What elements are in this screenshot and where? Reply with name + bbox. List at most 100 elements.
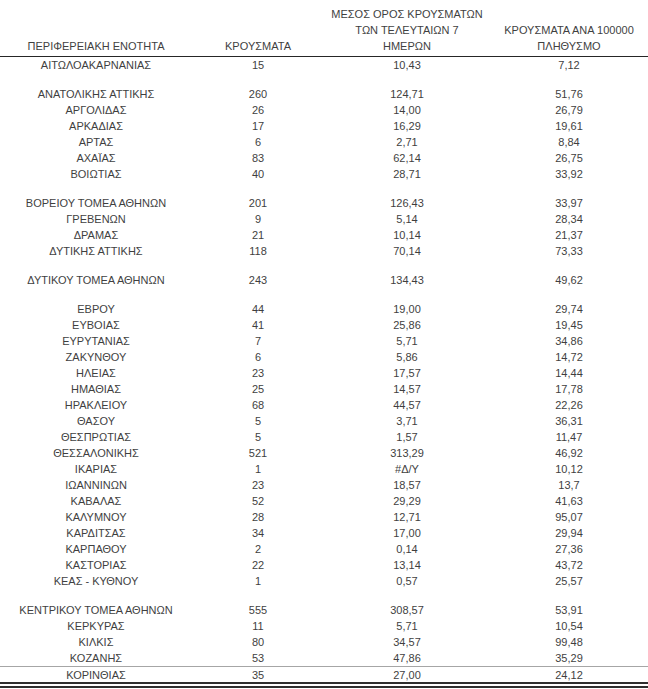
cell-cases: 44 — [192, 301, 324, 317]
group-separator — [0, 182, 648, 195]
cell-cases: 41 — [192, 317, 324, 333]
cell-region: ΒΟΡΕΙΟΥ ΤΟΜΕΑ ΑΘΗΝΩΝ — [0, 195, 192, 211]
table-row: ΗΡΑΚΛΕΙΟΥ6844,5722,26 — [0, 397, 648, 413]
cell-region: ΑΡΤΑΣ — [0, 134, 192, 150]
cell-region: ΚΕΝΤΡΙΚΟΥ ΤΟΜΕΑ ΑΘΗΝΩΝ — [0, 602, 192, 618]
cell-per100k: 11,47 — [490, 429, 648, 445]
table-row: ΚΙΛΚΙΣ8034,5799,48 — [0, 634, 648, 650]
cell-avg7: 313,29 — [324, 445, 490, 461]
cell-cases: 35 — [192, 667, 324, 683]
cell-region: ΚΕΑΣ - ΚΥΘΝΟΥ — [0, 573, 192, 589]
table-row: ΔΥΤΙΚΗΣ ΑΤΤΙΚΗΣ11870,1473,33 — [0, 243, 648, 259]
cell-avg7: 12,71 — [324, 509, 490, 525]
table-row: ΙΚΑΡΙΑΣ1#Δ/Υ10,12 — [0, 461, 648, 477]
cell-cases: 23 — [192, 477, 324, 493]
cell-avg7: 1,57 — [324, 429, 490, 445]
table-row: ΘΕΣΣΑΛΟΝΙΚΗΣ521313,2946,92 — [0, 445, 648, 461]
cell-cases: 40 — [192, 166, 324, 182]
cell-cases: 17 — [192, 118, 324, 134]
table-row: ΚΑΛΥΜΝΟΥ2812,7195,07 — [0, 509, 648, 525]
cell-avg7: 5,14 — [324, 211, 490, 227]
cell-avg7: 0,14 — [324, 541, 490, 557]
cell-region: ΚΑΒΑΛΑΣ — [0, 493, 192, 509]
table-row: ΚΕΑΣ - ΚΥΘΝΟΥ10,5725,57 — [0, 573, 648, 589]
cell-avg7: 62,14 — [324, 150, 490, 166]
cell-per100k: 49,62 — [490, 272, 648, 288]
cell-region: ΔΡΑΜΑΣ — [0, 227, 192, 243]
group-separator — [0, 259, 648, 272]
cell-region: ΚΙΛΚΙΣ — [0, 634, 192, 650]
table-row: ΗΜΑΘΙΑΣ2514,5717,78 — [0, 381, 648, 397]
cell-per100k: 24,12 — [490, 667, 648, 683]
cell-cases: 5 — [192, 413, 324, 429]
cell-avg7: 44,57 — [324, 397, 490, 413]
cell-per100k: 73,33 — [490, 243, 648, 259]
cell-region: ΓΡΕΒΕΝΩΝ — [0, 211, 192, 227]
cell-cases: 243 — [192, 272, 324, 288]
header-line: ΚΡΟΥΣΜΑΤΑ — [192, 38, 324, 54]
cell-avg7: 10,43 — [324, 57, 490, 73]
cell-per100k: 26,79 — [490, 102, 648, 118]
cell-avg7: 14,57 — [324, 381, 490, 397]
cell-region: ΘΕΣΣΑΛΟΝΙΚΗΣ — [0, 445, 192, 461]
table-row: ΕΒΡΟΥ4419,0029,74 — [0, 301, 648, 317]
cell-avg7: 25,86 — [324, 317, 490, 333]
cell-cases: 118 — [192, 243, 324, 259]
cell-avg7: 10,14 — [324, 227, 490, 243]
cell-cases: 7 — [192, 333, 324, 349]
cell-cases: 1 — [192, 573, 324, 589]
cell-avg7: 18,57 — [324, 477, 490, 493]
cell-cases: 201 — [192, 195, 324, 211]
cell-region: ΚΑΡΠΑΘΟΥ — [0, 541, 192, 557]
cell-region: ΔΥΤΙΚΟΥ ΤΟΜΕΑ ΑΘΗΝΩΝ — [0, 272, 192, 288]
cell-region: ΑΧΑΪΑΣ — [0, 150, 192, 166]
cell-per100k: 29,94 — [490, 525, 648, 541]
cell-per100k: 26,75 — [490, 150, 648, 166]
cell-avg7: 34,57 — [324, 634, 490, 650]
cell-per100k: 21,37 — [490, 227, 648, 243]
header-line: ΜΕΣΟΣ ΟΡΟΣ ΚΡΟΥΣΜΑΤΩΝ — [324, 6, 490, 22]
group-separator — [0, 73, 648, 86]
cell-cases: 6 — [192, 134, 324, 150]
cell-per100k: 19,61 — [490, 118, 648, 134]
cell-cases: 52 — [192, 493, 324, 509]
table-row: ΚΑΒΑΛΑΣ5229,2941,63 — [0, 493, 648, 509]
table-body: ΑΙΤΩΛΟΑΚΑΡΝΑΝΙΑΣ1510,437,12ΑΝΑΤΟΛΙΚΗΣ ΑΤ… — [0, 57, 648, 682]
cell-cases: 83 — [192, 150, 324, 166]
header-line: ΚΡΟΥΣΜΑΤΑ ΑΝΑ 100000 — [490, 22, 648, 38]
cell-cases: 521 — [192, 445, 324, 461]
cell-region: ΘΑΣΟΥ — [0, 413, 192, 429]
header-cell-per100k: ΚΡΟΥΣΜΑΤΑ ΑΝΑ 100000ΠΛΗΘΥΣΜΟ — [490, 22, 648, 56]
header-line: ΠΕΡΙΦΕΡΕΙΑΚΗ ΕΝΟΤΗΤΑ — [0, 38, 192, 54]
cell-region: ΔΥΤΙΚΗΣ ΑΤΤΙΚΗΣ — [0, 243, 192, 259]
cell-region: ΗΛΕΙΑΣ — [0, 365, 192, 381]
cell-avg7: 2,71 — [324, 134, 490, 150]
cell-region: ΕΥΒΟΙΑΣ — [0, 317, 192, 333]
cell-avg7: 308,57 — [324, 602, 490, 618]
table-row: ΒΟΡΕΙΟΥ ΤΟΜΕΑ ΑΘΗΝΩΝ201126,4333,97 — [0, 195, 648, 211]
cell-avg7: 126,43 — [324, 195, 490, 211]
cell-per100k: 14,44 — [490, 365, 648, 381]
cell-per100k: 33,97 — [490, 195, 648, 211]
cell-avg7: 0,57 — [324, 573, 490, 589]
cell-cases: 5 — [192, 429, 324, 445]
cell-per100k: 10,12 — [490, 461, 648, 477]
cell-region: ΚΟΖΑΝΗΣ — [0, 650, 192, 666]
cell-avg7: 27,00 — [324, 667, 490, 683]
cell-cases: 25 — [192, 381, 324, 397]
cell-avg7: 16,29 — [324, 118, 490, 134]
header-cell-avg7: ΜΕΣΟΣ ΟΡΟΣ ΚΡΟΥΣΜΑΤΩΝΤΩΝ ΤΕΛΕΥΤΑΙΩΝ 7ΗΜΕ… — [324, 6, 490, 56]
cell-avg7: #Δ/Υ — [324, 461, 490, 477]
cell-region: ΗΜΑΘΙΑΣ — [0, 381, 192, 397]
cell-region: ΚΑΣΤΟΡΙΑΣ — [0, 557, 192, 573]
cell-region: ΕΒΡΟΥ — [0, 301, 192, 317]
cell-per100k: 46,92 — [490, 445, 648, 461]
table-row: ΓΡΕΒΕΝΩΝ95,1428,34 — [0, 211, 648, 227]
table-row: ΘΕΣΠΡΩΤΙΑΣ51,5711,47 — [0, 429, 648, 445]
cell-cases: 1 — [192, 461, 324, 477]
cell-per100k: 13,7 — [490, 477, 648, 493]
cell-cases: 260 — [192, 86, 324, 102]
table-row: ΕΥΒΟΙΑΣ4125,8619,45 — [0, 317, 648, 333]
cell-avg7: 28,71 — [324, 166, 490, 182]
cell-per100k: 99,48 — [490, 634, 648, 650]
